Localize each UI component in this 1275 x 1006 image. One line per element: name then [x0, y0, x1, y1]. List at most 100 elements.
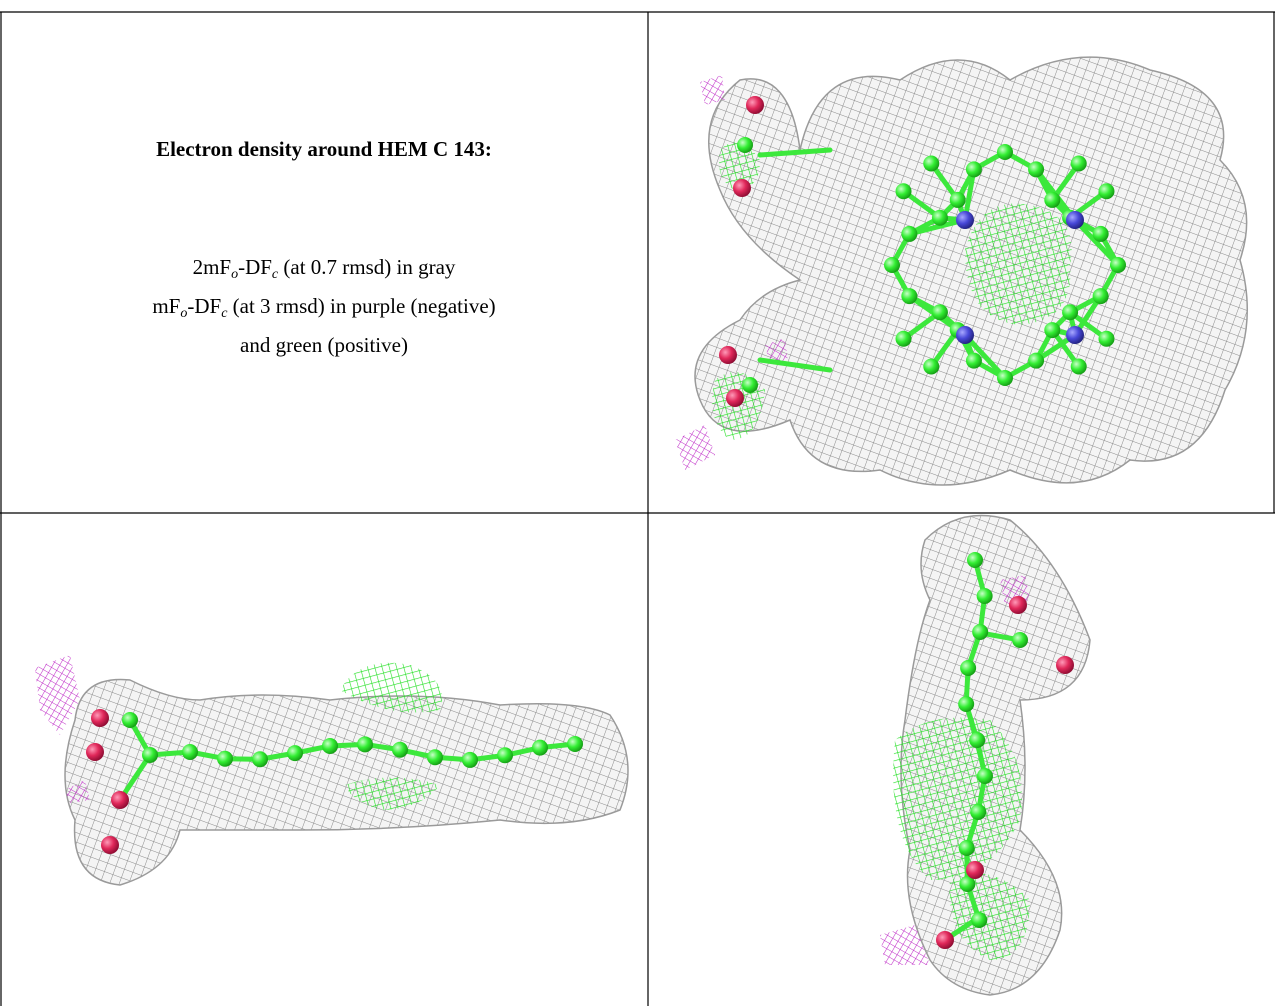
atom	[901, 288, 918, 305]
atom	[976, 768, 993, 784]
atom	[895, 330, 912, 347]
atom	[427, 749, 443, 766]
caption-text: 2mF	[192, 255, 232, 279]
atom	[1028, 161, 1045, 178]
atom	[719, 346, 737, 364]
atom	[923, 155, 940, 172]
bond	[962, 332, 1008, 381]
atom	[997, 144, 1013, 160]
atom	[1110, 257, 1126, 273]
atom	[357, 736, 373, 753]
table-borders	[0, 11, 1275, 1006]
negative-density	[675, 425, 715, 470]
bond	[906, 217, 968, 237]
atom	[958, 840, 975, 856]
atom	[733, 179, 751, 197]
atom	[1070, 155, 1087, 172]
caption-text: (at 3 rmsd) in purple (negative)	[227, 294, 496, 318]
atom	[86, 743, 104, 761]
caption-cell: Electron density around HEM C 143: 2mFo-…	[0, 12, 648, 512]
caption-text: (at 0.7 rmsd) in gray	[278, 255, 456, 279]
bond	[117, 752, 153, 803]
atom	[956, 211, 974, 229]
negative-density	[35, 655, 80, 735]
atom	[287, 745, 303, 762]
atom	[217, 750, 233, 767]
atom	[1098, 330, 1115, 347]
atom	[91, 709, 109, 727]
atom	[1012, 632, 1028, 648]
atom	[1062, 304, 1079, 321]
atom	[1056, 656, 1074, 674]
atom	[1044, 191, 1061, 208]
atom	[182, 744, 198, 760]
atom	[1092, 288, 1109, 305]
subscript: c	[271, 267, 279, 282]
atom	[965, 161, 982, 178]
atom	[895, 183, 912, 200]
atom	[532, 739, 548, 756]
atom	[497, 747, 513, 764]
atom	[884, 257, 900, 273]
atom	[971, 912, 988, 928]
negative-density	[765, 338, 788, 365]
atom	[965, 352, 982, 369]
atom	[1009, 596, 1027, 614]
atom	[960, 660, 977, 676]
caption-text: mF	[152, 294, 181, 318]
atom	[1066, 326, 1084, 344]
atom	[970, 804, 987, 820]
subscript: c	[221, 306, 228, 321]
atom	[142, 747, 158, 763]
atom	[462, 751, 478, 768]
atom	[101, 836, 119, 854]
negative-density	[65, 780, 90, 803]
atom	[931, 209, 948, 226]
atom	[567, 736, 583, 753]
atom	[1070, 358, 1087, 375]
atom	[726, 389, 744, 407]
caption-text: -DF	[187, 294, 222, 318]
bond	[1072, 217, 1121, 268]
atom	[949, 191, 966, 208]
caption-text: and green (positive)	[240, 333, 408, 357]
atom	[1098, 183, 1115, 200]
atom	[969, 732, 986, 748]
subscript: o	[231, 267, 239, 282]
gray-density	[64, 678, 629, 886]
atom	[967, 552, 983, 568]
atom	[901, 225, 918, 242]
atom	[392, 741, 408, 758]
caption-line: 2mFo-DFc (at 0.7 rmsd) in gray	[0, 248, 648, 287]
atom	[936, 931, 954, 949]
positive-density	[345, 777, 440, 810]
atom	[746, 96, 764, 114]
positive-density	[340, 662, 442, 713]
caption-text: -DF	[238, 255, 272, 279]
atom	[972, 624, 989, 640]
atom	[956, 326, 974, 344]
atom	[111, 791, 129, 809]
atom	[923, 358, 940, 375]
bond	[757, 357, 833, 373]
bond	[757, 147, 833, 158]
atom	[1028, 352, 1045, 369]
caption-line: and green (positive)	[0, 326, 648, 365]
atom	[742, 377, 758, 393]
negative-density	[880, 925, 930, 965]
atom	[1066, 211, 1084, 229]
atom	[1044, 322, 1061, 339]
atom	[997, 370, 1013, 386]
atom	[1092, 225, 1109, 242]
negative-density	[700, 75, 725, 105]
atom	[737, 137, 753, 153]
caption-line: mFo-DFc (at 3 rmsd) in purple (negative)	[0, 287, 648, 326]
atom	[959, 876, 976, 892]
atom	[252, 751, 268, 768]
subscript: o	[180, 306, 188, 321]
density-images	[35, 56, 1248, 996]
caption-legend: 2mFo-DFc (at 0.7 rmsd) in gray mFo-DFc (a…	[0, 248, 648, 365]
atom	[976, 588, 993, 604]
